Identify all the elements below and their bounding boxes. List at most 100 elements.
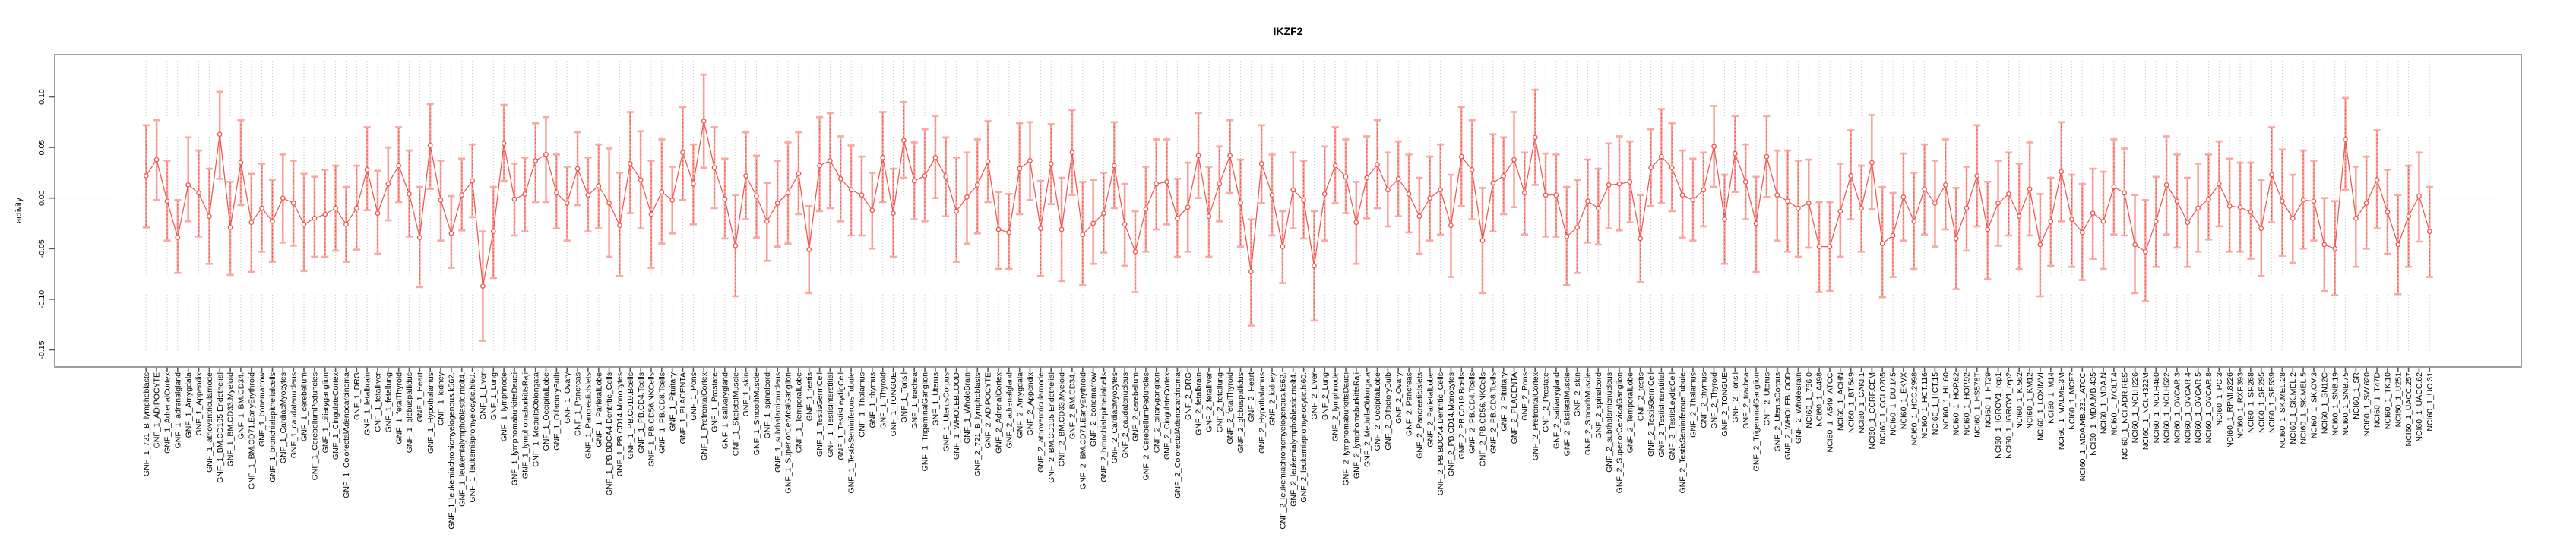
x-tick-label: GNF_1_lymphomaburkittsDaudi [511,372,520,485]
x-tick-label: GNF_2_Pituitary [1499,372,1508,431]
data-point [1890,232,1896,239]
x-tick-label: GNF_2_lymphnode [1331,372,1340,441]
data-point [1164,179,1169,185]
x-tick-label: GNF_1_PB.CD14.Monocytes [616,372,625,476]
x-tick-label: NCI60_1_MCF7 [2068,372,2077,430]
data-point [1479,238,1486,243]
data-point [1964,205,1970,211]
data-point [2069,217,2074,223]
data-point [1364,175,1370,181]
x-tick-label: GNF_2_BM.CD105.Endothelial [1047,372,1056,483]
data-point [259,205,264,211]
data-point [774,201,780,206]
data-point [848,187,854,193]
data-point [1375,162,1380,168]
data-point [2290,215,2296,221]
x-tick-label: NCI60_1_HCT.116 [1920,372,1929,439]
data-point [407,191,412,197]
x-tick-label: GNF_1_lymphnode [500,372,509,441]
x-tick-label: GNF_2_TestisGermCell [1647,372,1656,457]
data-point [333,205,338,211]
data-point [1532,134,1538,141]
data-point [2269,172,2274,178]
x-tick-label: GNF_2_bronchialepithelialcells [1100,372,1109,482]
x-tick-label: GNF_1_trachea [910,372,919,429]
y-tick-label: 0.00 [37,190,46,206]
x-tick-label: GNF_1_PB.CD19.Bcells [626,372,635,459]
x-tick-label: GNF_1_SkeletalMuscle [731,372,740,456]
data-point [385,181,391,187]
data-point [164,198,170,204]
data-point [1122,221,1128,227]
data-point [2237,204,2243,210]
x-tick-label: GNF_1_BM.CD33.Myeloid [226,372,236,466]
x-tick-label: GNF_2_kidney [1268,372,1277,425]
data-point [543,152,549,157]
x-tick-label: GNF_1_fetalbrain [363,372,372,435]
data-point [501,141,507,147]
data-point [2216,181,2222,187]
data-point [2363,201,2369,206]
x-tick-label: NCI60_1_HS578T [1973,372,1982,437]
data-point [1659,153,1664,160]
data-point [1469,167,1475,172]
data-point [1227,153,1233,159]
x-tick-label: NCI60_1_SK.MEL.5 [2299,372,2309,444]
x-tick-label: GNF_1_TemporalLobe [794,372,803,453]
data-point [1048,161,1054,166]
x-tick-label: GNF_2_fetallung [1215,372,1224,433]
data-point [1427,195,1433,201]
data-point [1722,217,1727,223]
x-tick-label: GNF_2_cerebellum [1131,372,1141,441]
data-point [2079,229,2085,236]
x-tick-label: GNF_1_721_B_lymphoblasts [142,372,151,476]
series-line [145,121,2430,286]
data-point [2311,198,2317,204]
data-point [490,229,496,235]
x-tick-label: NCI60_1_HOP.62 [1952,372,1961,435]
x-tick-label: GNF_2_leukemiapromyelocytic.hl60. [1299,372,1309,503]
data-point [1753,220,1759,226]
y-tick-label: 0.05 [37,140,46,156]
x-tick-label: NCI60_1_SNB.19 [2331,372,2340,436]
data-point [964,194,970,200]
data-point [554,190,559,196]
x-tick-label: GNF_1_Heart [416,372,425,422]
x-tick-label: GNF_2_PB.CD4.Tcells [1468,372,1477,454]
data-point [1416,213,1422,220]
data-point [2426,229,2432,235]
x-tick-label: GNF_1_Amygdala [184,372,193,438]
data-point [1553,192,1559,198]
x-tick-label: GNF_2_OccipitalLobe [1373,372,1382,451]
data-point [1932,201,1938,206]
data-point [227,224,233,230]
data-point [954,208,959,214]
data-point [1953,236,1959,242]
data-point [1606,182,1612,188]
data-point [743,173,748,179]
data-point [1448,223,1454,229]
x-tick-label: GNF_1_SmoothMuscle [752,372,761,455]
x-tick-label: GNF_2_fetalThyroid [1226,372,1235,444]
x-tick-label: GNF_2_DRG [1184,372,1193,420]
x-tick-label: GNF_1_DRG [353,372,362,420]
data-point [785,190,791,196]
data-point [1312,263,1317,269]
x-tick-label: NCI60_1_MALME.3M [2057,372,2066,450]
x-tick-label: GNF_1_thymus [868,372,877,428]
x-tick-label: GNF_1_leukemiapromyelocytic.hl60. [468,372,477,503]
x-tick-label: GNF_1_Liver [479,372,488,420]
x-tick-label: GNF_1_testis [805,372,814,421]
x-tick-label: NCI60_1_KM12 [2026,372,2035,429]
data-point [2300,198,2306,203]
data-point [2195,205,2201,211]
data-point [196,190,201,196]
data-point [1490,180,1496,186]
x-tick-label: GNF_1_TrigeminalGanglion [921,372,930,471]
x-tick-label: GNF_1_PB.BDCA4.Dentritic_Cells [605,372,614,495]
data-point [1742,179,1748,185]
x-tick-label: GNF_1_ADIPOCYTE [153,372,162,448]
data-point [1248,269,1254,275]
data-point [638,177,644,183]
data-point [1258,161,1264,166]
